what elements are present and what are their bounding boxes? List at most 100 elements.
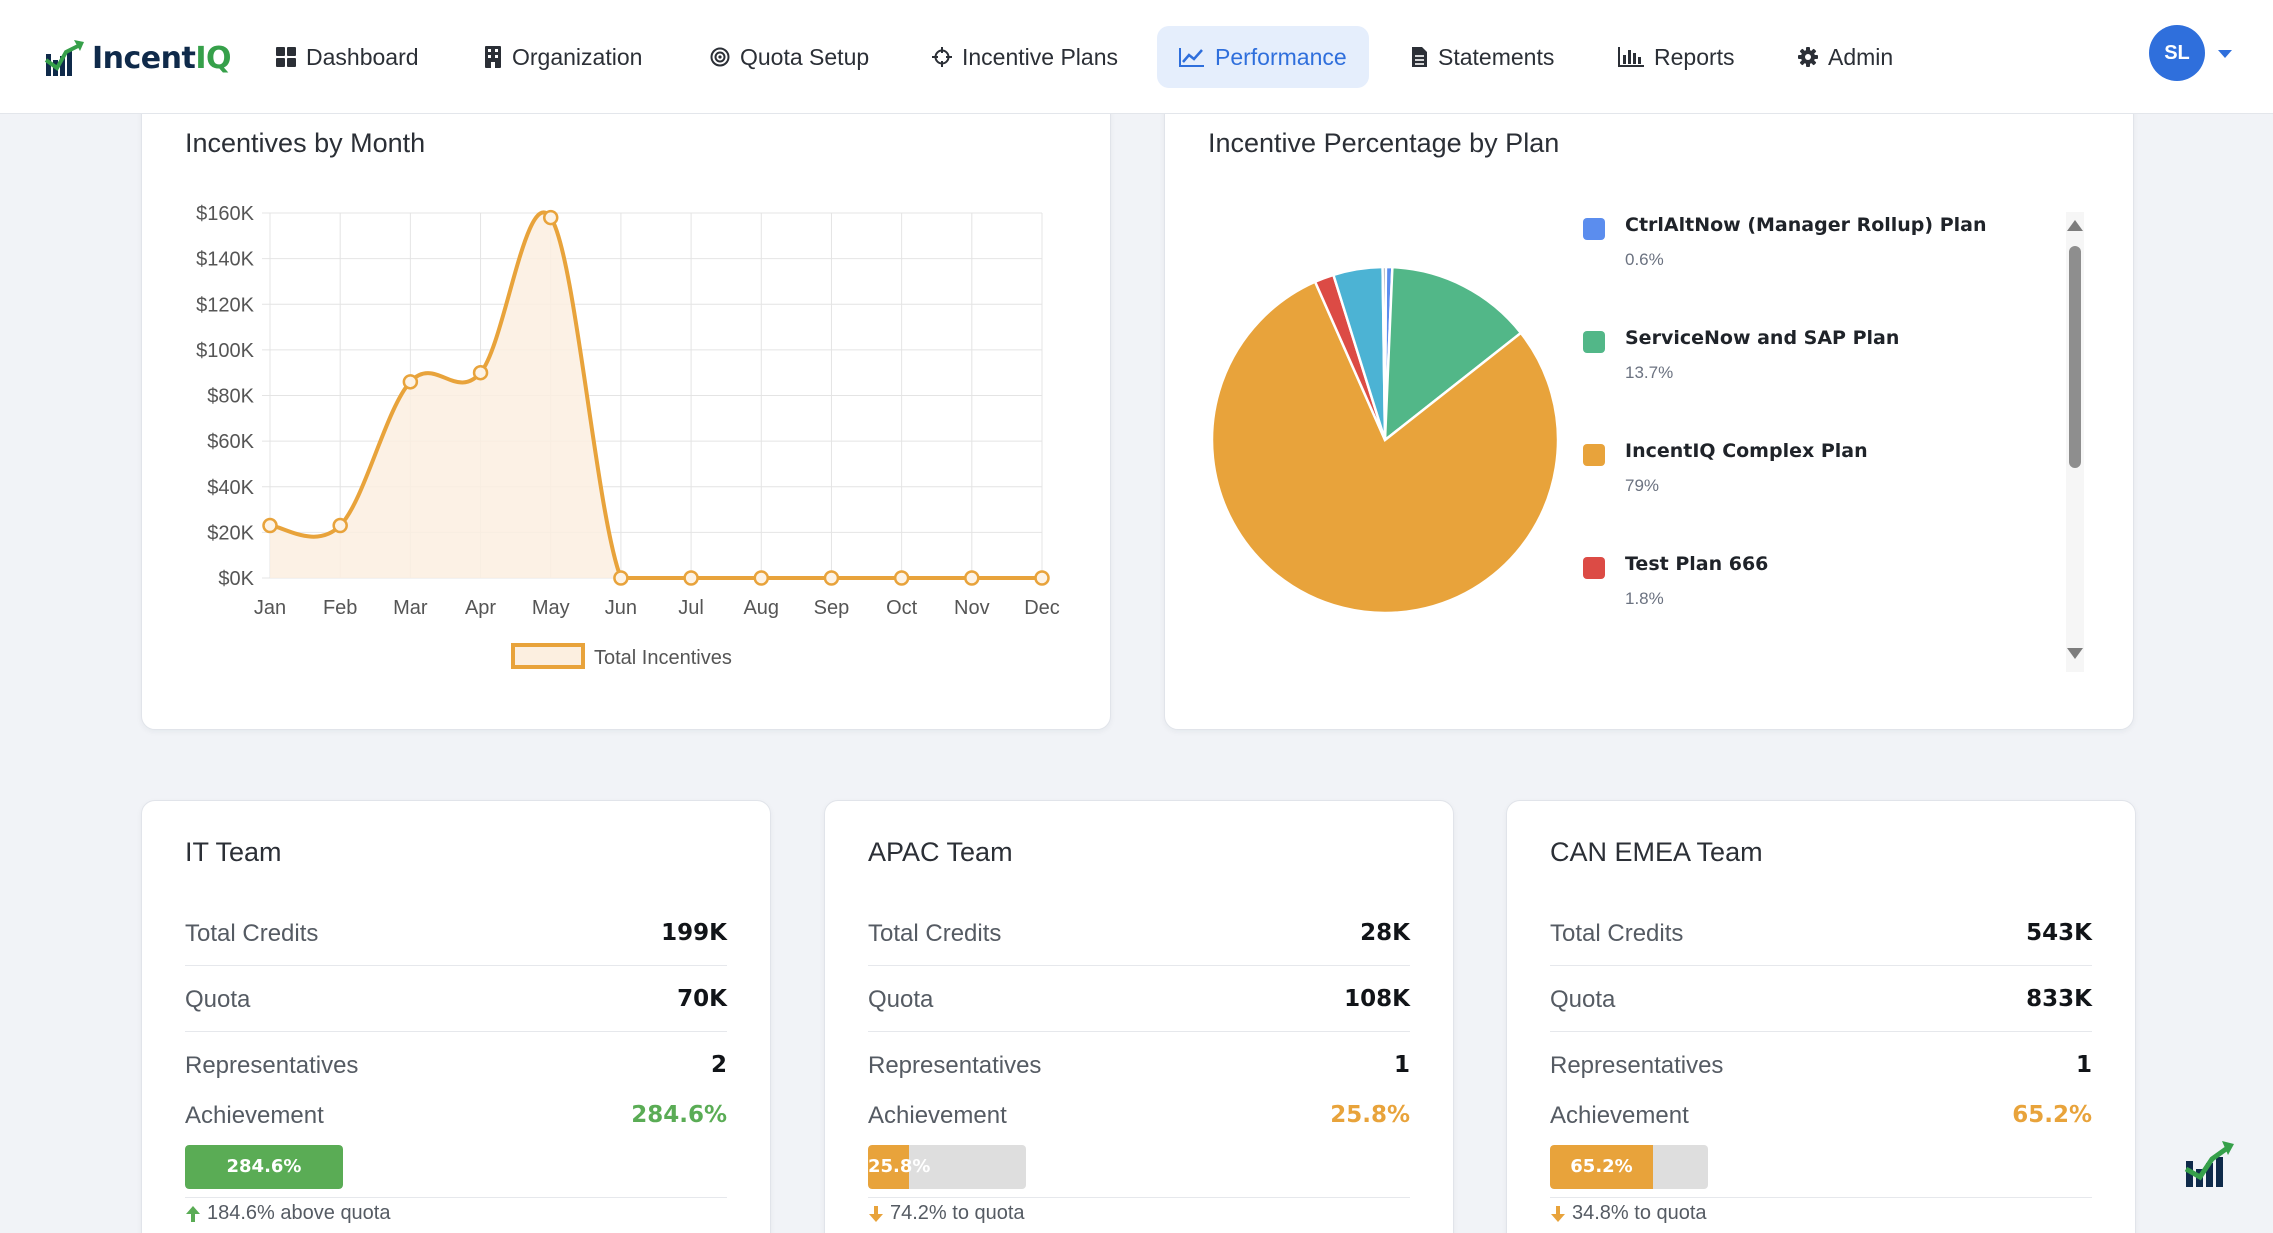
- quota-row: Quota 833K: [1550, 966, 2092, 1032]
- total-credits-label: Total Credits: [185, 920, 319, 947]
- achievement-label: Achievement: [868, 1102, 1007, 1129]
- total-credits-label: Total Credits: [1550, 920, 1684, 947]
- data-point[interactable]: [613, 570, 629, 586]
- legend-swatch: [1583, 557, 1605, 579]
- progress-bar-fill: [1550, 1145, 1653, 1189]
- nav-reports-label: Reports: [1654, 43, 1735, 70]
- area-fill: [270, 212, 1042, 578]
- nav-quota-setup[interactable]: Quota Setup: [688, 26, 891, 88]
- nav-organization[interactable]: Organization: [462, 26, 664, 88]
- nav-dashboard-label: Dashboard: [306, 43, 419, 70]
- brand-name: IncentIQ: [92, 40, 232, 76]
- data-point[interactable]: [964, 570, 980, 586]
- quota-value: 108K: [1344, 986, 1410, 1012]
- representatives-row: Representatives 1: [1550, 1032, 2092, 1098]
- document-icon: [1412, 47, 1427, 67]
- x-tick-label: Sep: [814, 597, 850, 619]
- nav-incentive-plans[interactable]: Incentive Plans: [910, 26, 1140, 88]
- nav-reports[interactable]: Reports: [1596, 26, 1757, 88]
- legend-plan-name: IncentIQ Complex Plan: [1625, 440, 1868, 462]
- x-tick-label: Jul: [678, 597, 704, 619]
- data-point[interactable]: [402, 374, 419, 390]
- quota-label: Quota: [185, 986, 251, 1013]
- user-avatar[interactable]: SL: [2149, 25, 2205, 81]
- scroll-up-arrow-icon[interactable]: [2067, 220, 2083, 231]
- nav-performance[interactable]: Performance: [1157, 26, 1369, 88]
- total-credits-row: Total Credits 543K: [1550, 900, 2092, 966]
- series-line-total-incentives: [269, 210, 1042, 581]
- quota-status-note: 184.6% above quota: [185, 1202, 391, 1225]
- legend-plan-name: CtrlAltNow (Manager Rollup) Plan: [1625, 214, 1987, 236]
- data-point[interactable]: [683, 570, 699, 586]
- top-navbar: IncentIQ Dashboard Organization Quota Se…: [0, 0, 2273, 114]
- x-tick-label: Aug: [743, 597, 779, 619]
- x-tick-label: Jan: [254, 597, 286, 619]
- incentives-line-chart: $0K $20K $40K $60K $80K $100K $120K $140K $160K J…: [196, 203, 1060, 669]
- user-menu-caret-icon[interactable]: [2218, 50, 2232, 58]
- achievement-row: Achievement 284.6%: [185, 1098, 727, 1138]
- data-point[interactable]: [262, 517, 278, 534]
- y-tick-label: $100K: [196, 340, 254, 362]
- achievement-label: Achievement: [185, 1102, 324, 1129]
- y-tick-label: $60K: [207, 431, 254, 453]
- incentives-by-month-card: [141, 90, 1111, 730]
- x-tick-label: Oct: [886, 597, 918, 619]
- total-credits-value: 199K: [661, 920, 727, 946]
- data-point[interactable]: [893, 570, 910, 586]
- nav-dashboard[interactable]: Dashboard: [254, 26, 441, 88]
- data-point[interactable]: [823, 570, 840, 586]
- legend-swatch: [1583, 331, 1605, 353]
- data-point[interactable]: [753, 570, 770, 586]
- achievement-value: 25.8%: [1330, 1102, 1410, 1128]
- legend-plan-name: ServiceNow and SAP Plan: [1625, 327, 1900, 349]
- data-point[interactable]: [472, 364, 489, 381]
- total-credits-value: 28K: [1360, 920, 1410, 946]
- y-tick-label: $140K: [196, 249, 254, 271]
- legend-scrollbar-thumb[interactable]: [2069, 246, 2081, 468]
- representatives-label: Representatives: [868, 1052, 1042, 1079]
- pie-slice[interactable]: [1381, 265, 1388, 441]
- chart-legend[interactable]: Total Incentives: [511, 643, 732, 669]
- quota-status-note: 34.8% to quota: [1550, 1202, 1707, 1225]
- progress-bar-fill: [868, 1145, 909, 1189]
- scroll-down-arrow-icon[interactable]: [2067, 648, 2083, 659]
- nav-admin[interactable]: Admin: [1776, 26, 1915, 88]
- y-tick-label: $0K: [218, 568, 254, 590]
- data-point[interactable]: [542, 209, 559, 226]
- legend-label: Total Incentives: [594, 647, 732, 669]
- data-point[interactable]: [1034, 570, 1050, 586]
- achievement-label: Achievement: [1550, 1102, 1689, 1129]
- representatives-row: Representatives 2: [185, 1032, 727, 1098]
- arrow-down-icon: [869, 1205, 883, 1222]
- representatives-value: 2: [710, 1052, 727, 1078]
- pie-slice[interactable]: [1383, 265, 1523, 443]
- achievement-row: Achievement 65.2%: [1550, 1098, 2092, 1138]
- y-tick-label: $20K: [207, 522, 254, 544]
- arrow-down-icon: [1551, 1205, 1565, 1222]
- incentiq-floating-logo-icon[interactable]: [2180, 1135, 2236, 1191]
- nav-statements[interactable]: Statements: [1389, 26, 1576, 88]
- quota-value: 833K: [2026, 986, 2092, 1012]
- achievement-value: 65.2%: [2012, 1102, 2092, 1128]
- target-icon: [710, 47, 730, 67]
- y-tick-label: $120K: [196, 294, 254, 316]
- progress-bar-fill: [185, 1145, 343, 1189]
- y-tick-label: $40K: [207, 477, 254, 499]
- achievement-progress-bar: 65.2%: [1550, 1145, 1708, 1189]
- quota-status-text: 74.2% to quota: [890, 1202, 1025, 1224]
- pie-slice[interactable]: [1210, 280, 1560, 615]
- team-name: APAC Team: [868, 837, 1013, 867]
- progress-bar-label: 25.8%: [868, 1156, 931, 1177]
- legend-plan-percent: 79%: [1625, 476, 1660, 495]
- team-name: IT Team: [185, 837, 282, 867]
- nav-incentive-plans-label: Incentive Plans: [962, 43, 1118, 70]
- brand-logo[interactable]: IncentIQ: [44, 34, 232, 82]
- representatives-row: Representatives 1: [868, 1032, 1410, 1098]
- dashboard-icon: [276, 47, 296, 67]
- nav-quota-setup-label: Quota Setup: [740, 43, 870, 70]
- total-credits-row: Total Credits 28K: [868, 900, 1410, 966]
- x-tick-label: Nov: [954, 597, 990, 619]
- legend-swatch: [511, 643, 585, 669]
- data-point[interactable]: [332, 517, 348, 534]
- nav-organization-label: Organization: [512, 43, 643, 70]
